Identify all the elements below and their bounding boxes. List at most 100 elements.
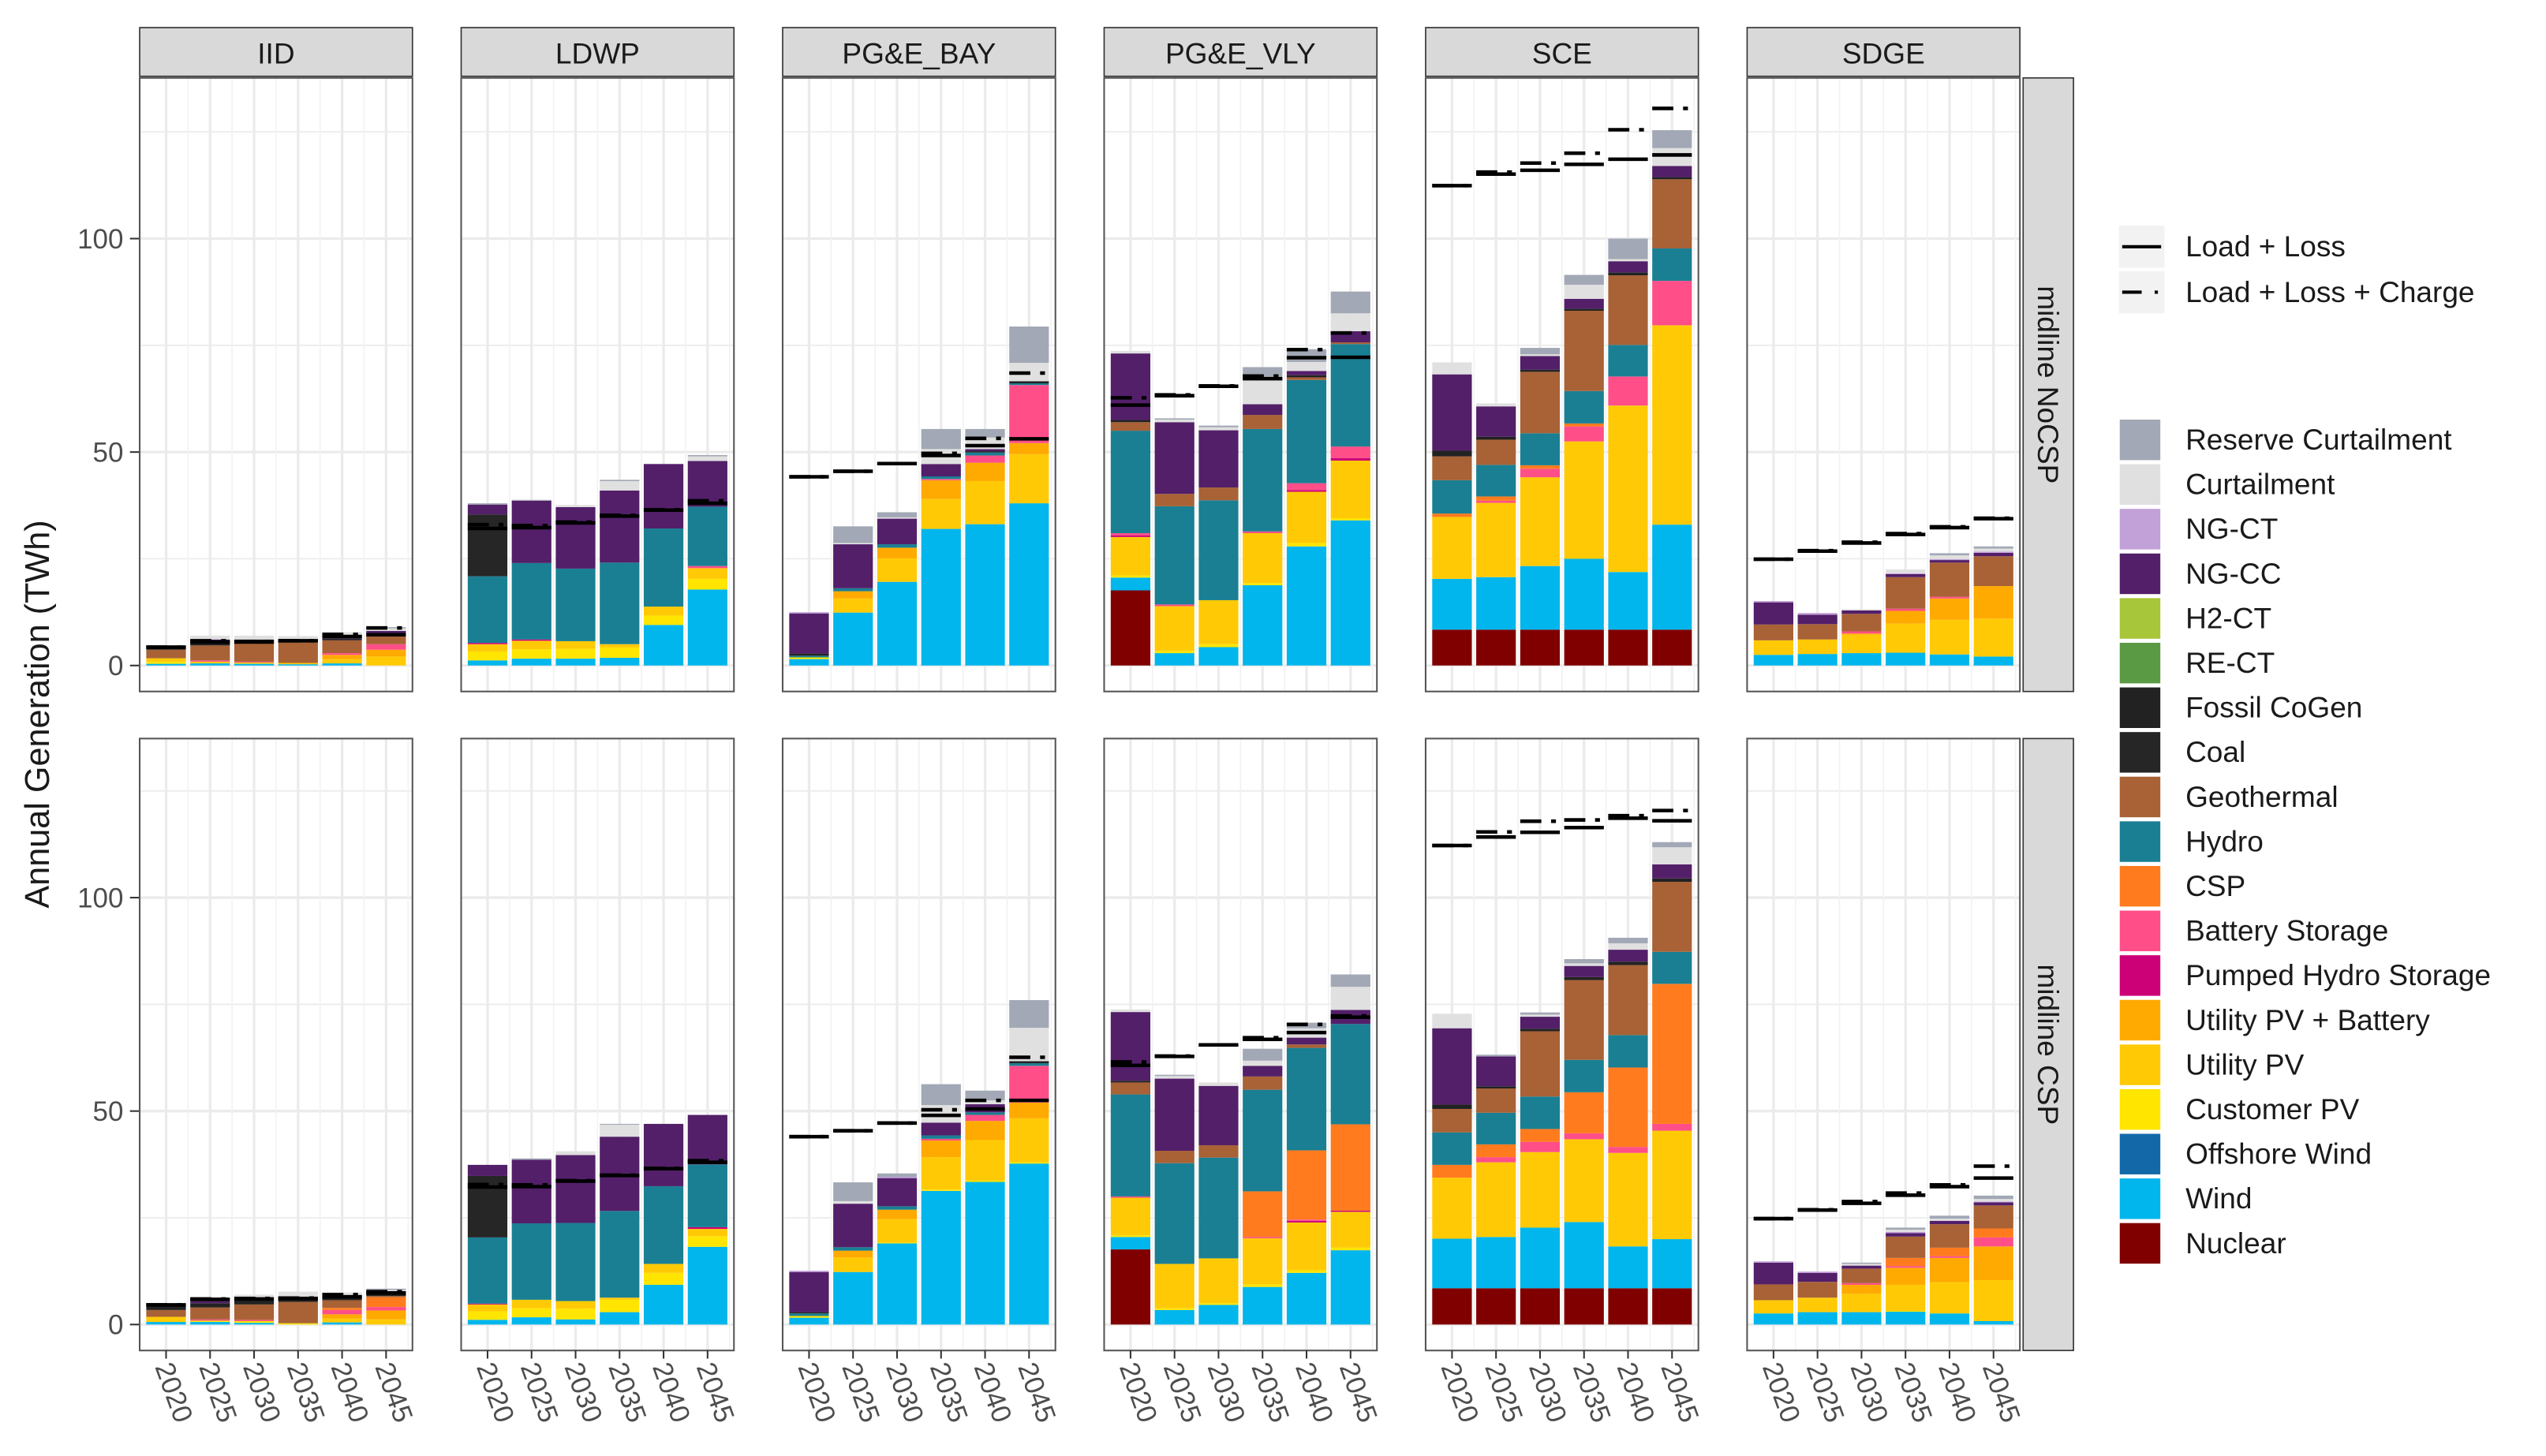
- bar-segment-wind: [921, 528, 961, 666]
- bar-segment-upvb: [1009, 1102, 1049, 1118]
- bar-segment-upv: [1330, 460, 1370, 519]
- bar-segment-rc: [1608, 937, 1648, 943]
- bar-segment-cpv: [877, 1242, 918, 1244]
- bar-segment-wind: [1564, 558, 1604, 630]
- bar-segment-bat: [1608, 376, 1648, 406]
- bar-segment-hyd: [511, 1223, 551, 1300]
- stacked-bar: [1198, 1043, 1239, 1325]
- bar-segment-wind: [1608, 572, 1648, 630]
- bar-segment-wind: [146, 1322, 186, 1325]
- legend-swatch-coal: [2118, 730, 2163, 775]
- bar-segment-cu: [1608, 943, 1648, 950]
- bar-segment-hyd: [467, 1237, 508, 1304]
- bar-segment-hyd: [1476, 465, 1516, 497]
- bar-segment-cu: [687, 456, 727, 461]
- bar-segment-ngcc: [1753, 1262, 1793, 1285]
- bar-segment-rc: [1009, 327, 1049, 364]
- bar-segment-ngcc: [643, 1123, 684, 1186]
- bar-segment-cu: [833, 543, 873, 545]
- legend-resource-label: Customer PV: [2185, 1092, 2359, 1126]
- legend-resource-label: Fossil CoGen: [2185, 691, 2362, 724]
- bar-segment-rc: [965, 428, 1005, 438]
- bar-segment-cu: [1243, 1060, 1283, 1066]
- bar-segment-hyd: [600, 562, 640, 644]
- bar-segment-cu: [1886, 569, 1926, 573]
- bar-segment-bat: [1476, 500, 1516, 503]
- bar-segment-geo: [190, 1307, 230, 1320]
- bar-segment-upv: [1286, 491, 1327, 543]
- bar-segment-cpv: [687, 578, 727, 590]
- bar-segment-cpv: [1110, 1235, 1151, 1238]
- legend-resource-label: Pumped Hydro Storage: [2185, 958, 2491, 991]
- stacked-bar: [1520, 161, 1561, 666]
- bar-segment-phs: [1286, 490, 1327, 492]
- facet-panel: [139, 77, 413, 693]
- bar-segment-cu: [278, 636, 318, 640]
- x-tick-label: 2040: [1611, 1358, 1661, 1426]
- bar-segment-cu: [234, 635, 275, 640]
- bar-segment-upv: [1198, 599, 1239, 644]
- bar-segment-rc: [1243, 367, 1283, 377]
- bar-segment-ngcc: [1198, 1085, 1239, 1145]
- bar-segment-hyd: [1608, 345, 1648, 377]
- bar-segment-cu: [1564, 284, 1604, 299]
- bar-segment-geo: [1243, 415, 1283, 429]
- bar-segment-csp: [322, 1308, 362, 1310]
- bar-segment-upv: [1608, 405, 1648, 573]
- bar-segment-fc: [1286, 375, 1327, 378]
- bar-segment-upv: [1797, 639, 1838, 655]
- region-strip: [1103, 27, 1378, 77]
- bar-segment-wind: [511, 1317, 551, 1325]
- bar-segment-ngcc: [1432, 374, 1472, 451]
- bar-segment-cu: [1520, 354, 1561, 357]
- bar-segment-cpv: [965, 1180, 1005, 1182]
- bar-segment-nuc: [1608, 1288, 1648, 1325]
- bar-segment-upvb: [1929, 598, 1970, 620]
- bar-segment-ngcc: [1973, 552, 2013, 557]
- bar-segment-hyd: [1564, 390, 1604, 424]
- legend: Load + Loss Load + Loss + Charge Reserve C…: [2118, 226, 2491, 1266]
- bar-segment-upvb: [322, 655, 362, 659]
- bar-segment-hyd: [877, 1206, 918, 1210]
- x-tick-label: 2035: [281, 1358, 331, 1426]
- bar-segment-rc: [1009, 999, 1049, 1029]
- legend-resource-label: Utility PV: [2185, 1047, 2305, 1081]
- bar-segment-bat: [1841, 631, 1882, 634]
- bar-segment-upv: [1841, 1294, 1882, 1312]
- y-tick-label: 0: [108, 1310, 123, 1341]
- bar-segment-ngct: [1929, 558, 1970, 561]
- bar-segment-upv: [1154, 1264, 1194, 1309]
- bar-segment-geo: [1432, 1108, 1472, 1133]
- bar-segment-upv: [278, 663, 318, 665]
- bar-segment-wind: [643, 625, 684, 666]
- bar-segment-rc: [1520, 348, 1561, 355]
- bar-segment-fc: [789, 1312, 829, 1314]
- bar-segment-upv: [1520, 1152, 1561, 1228]
- bar-segment-phs: [467, 1303, 508, 1305]
- stacked-bar: [1886, 532, 1926, 666]
- bar-segment-geo: [1797, 624, 1838, 640]
- facet-panel: [1103, 77, 1378, 693]
- stacked-bar: [555, 505, 596, 666]
- bar-segment-cpv: [1009, 1162, 1049, 1164]
- bar-segment-fc: [190, 1303, 230, 1308]
- bar-segment-hyd: [643, 1185, 684, 1264]
- bar-segment-nuc: [1432, 1288, 1472, 1325]
- bar-segment-rc: [921, 1084, 961, 1106]
- legend-swatch-re: [2118, 640, 2163, 685]
- bar-segment-hyd: [965, 452, 1005, 456]
- bar-segment-wind: [833, 612, 873, 666]
- bar-segment-upvb: [965, 462, 1005, 481]
- bar-segment-bat: [190, 660, 230, 662]
- bar-segment-bat: [1564, 426, 1604, 442]
- bar-segment-geo: [1608, 965, 1648, 1036]
- legend-resource-label: Reserve Curtailment: [2185, 423, 2452, 456]
- scenario-strip: [2022, 77, 2074, 693]
- stacked-bar: [1564, 818, 1604, 1325]
- bar-segment-bat: [1154, 604, 1194, 607]
- stacked-bar: [467, 1164, 508, 1325]
- bar-segment-upv: [1520, 477, 1561, 566]
- bar-segment-geo: [1973, 1205, 2013, 1229]
- bar-segment-nuc: [1110, 590, 1151, 666]
- bar-segment-rc: [1886, 1227, 1926, 1230]
